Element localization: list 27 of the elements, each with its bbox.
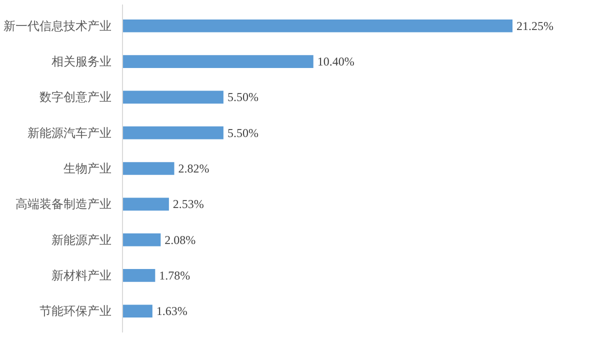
data-label: 1.63% (156, 304, 188, 318)
bar (122, 304, 152, 318)
y-tick-label: 新一代信息技术产业 (4, 18, 112, 33)
y-tick-label: 相关服务业 (52, 54, 112, 69)
data-label: 5.50% (227, 90, 258, 104)
data-label: 1.78% (159, 268, 190, 282)
y-tick-label: 高端装备制造产业 (16, 197, 112, 212)
data-label: 10.40% (317, 54, 354, 69)
bar (122, 126, 224, 140)
data-label: 2.53% (172, 197, 204, 212)
y-tick-label: 新能源产业 (52, 232, 112, 247)
y-tick-label: 节能环保产业 (40, 304, 112, 318)
data-label: 21.25% (516, 18, 554, 33)
y-tick-label: 新材料产业 (52, 268, 112, 282)
y-tick-label: 数字创意产业 (40, 90, 112, 104)
bar (122, 269, 156, 282)
data-label: 5.50% (227, 126, 258, 140)
bar (122, 162, 174, 175)
data-label: 2.08% (164, 232, 196, 247)
bar (122, 55, 314, 68)
y-tick-label: 新能源汽车产业 (28, 126, 112, 140)
data-label: 2.82% (178, 162, 210, 176)
bar (122, 90, 224, 104)
bar (122, 233, 161, 246)
bar (122, 198, 169, 211)
y-tick-label: 生物产业 (64, 162, 112, 176)
bar (122, 19, 512, 32)
